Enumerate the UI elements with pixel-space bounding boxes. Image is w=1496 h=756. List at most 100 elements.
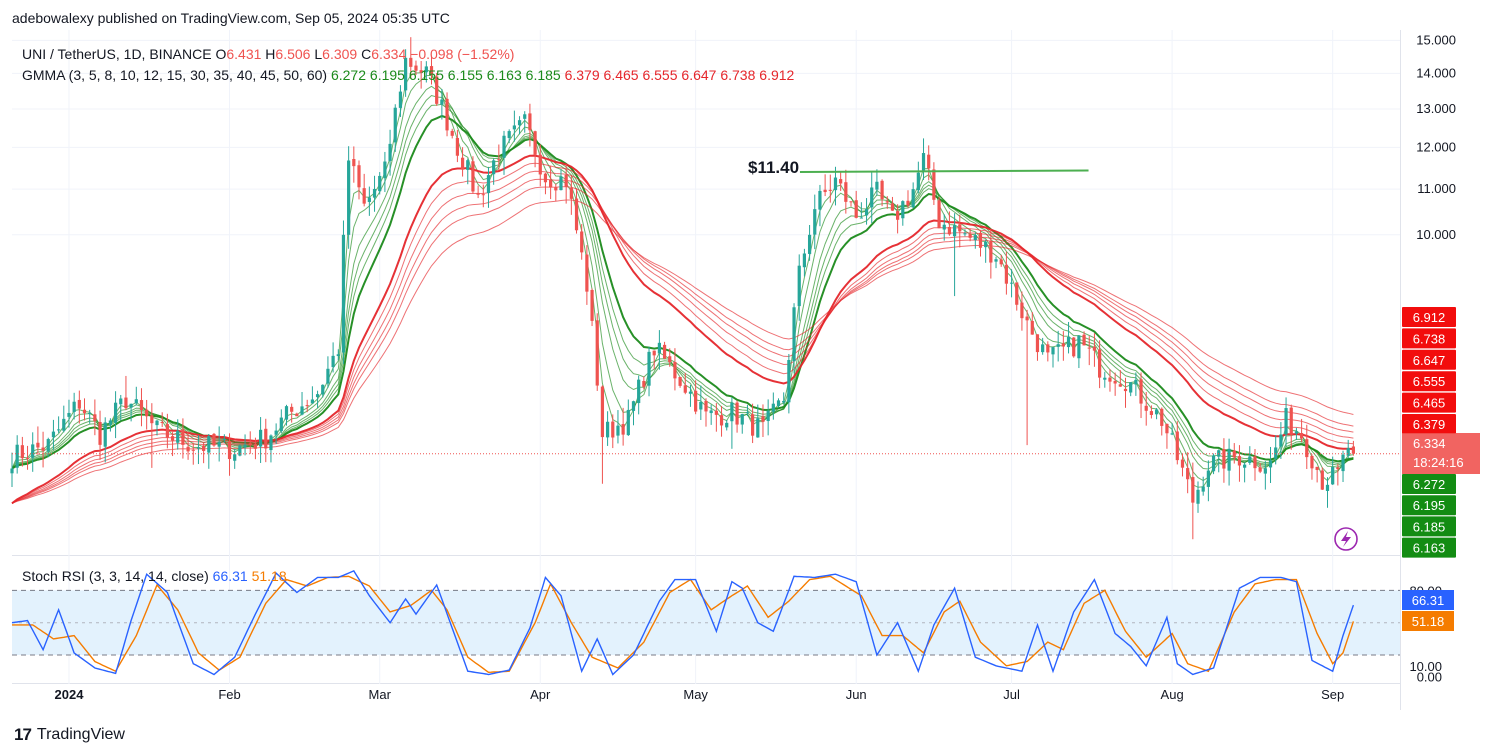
- candle-body: [585, 254, 589, 292]
- gmma-legend-value: 6.912: [759, 67, 794, 83]
- candle-body: [694, 390, 698, 412]
- candle-body: [424, 66, 428, 73]
- candle-body: [1274, 447, 1278, 459]
- candle: [1077, 335, 1081, 369]
- legend-value: 6.431: [226, 46, 265, 62]
- bar-countdown: 18:24:16: [1413, 455, 1464, 470]
- gmma-ribbon: [11, 69, 1354, 505]
- candle: [486, 166, 491, 208]
- candle: [264, 418, 268, 463]
- candle: [1305, 424, 1309, 470]
- candle: [419, 60, 423, 89]
- stoch-legend-value: 51.18: [252, 568, 287, 584]
- price-tag-bg: [1402, 392, 1456, 413]
- candle-body: [989, 240, 993, 263]
- candle-body: [1191, 477, 1195, 503]
- candle-body: [523, 114, 527, 119]
- candle: [476, 185, 480, 199]
- candle: [51, 419, 56, 450]
- price-tag-label: 6.163: [1413, 541, 1446, 556]
- candle-body: [756, 418, 760, 438]
- candle: [678, 376, 682, 388]
- candle: [393, 104, 397, 152]
- candle-body: [730, 402, 734, 422]
- candle: [574, 188, 579, 234]
- candle-body: [657, 342, 661, 354]
- gmma-legend-value: 6.155: [448, 67, 487, 83]
- candle-body: [419, 70, 423, 73]
- candle-body: [155, 420, 159, 426]
- candle-body: [1351, 446, 1355, 454]
- candle: [466, 158, 470, 185]
- published-caption: adebowalexy published on TradingView.com…: [12, 10, 450, 26]
- candle-body: [621, 424, 625, 435]
- candle: [818, 184, 822, 227]
- candle: [300, 392, 304, 416]
- price-tag-ema: 6.163: [1402, 537, 1456, 558]
- candle-body: [813, 209, 817, 235]
- candle: [1186, 452, 1190, 494]
- candle-body: [295, 413, 299, 417]
- candle: [367, 186, 371, 216]
- candle-body: [1165, 423, 1169, 434]
- candle-body: [1279, 434, 1283, 447]
- candle: [761, 404, 765, 438]
- last-price-tag-value: 6.334: [1413, 436, 1446, 451]
- candle: [347, 146, 351, 249]
- candle: [735, 400, 739, 433]
- candle-body: [1030, 320, 1034, 335]
- candle-body: [1284, 408, 1288, 435]
- candle-body: [771, 403, 775, 412]
- candle-body: [279, 417, 283, 432]
- gmma-line-35: [11, 162, 1354, 504]
- candle-body: [1139, 379, 1143, 404]
- candle-body: [341, 234, 346, 353]
- candle: [1046, 341, 1050, 362]
- candle: [378, 172, 382, 195]
- candle: [828, 174, 832, 203]
- candle-body: [637, 379, 641, 404]
- candle-body: [517, 120, 522, 126]
- candle: [839, 171, 843, 191]
- candle-body: [849, 201, 853, 203]
- candle: [460, 147, 465, 177]
- candle: [471, 156, 475, 194]
- price-tag-ema: 6.465: [1402, 392, 1456, 413]
- candle-body: [1113, 380, 1117, 384]
- candle: [88, 409, 92, 424]
- candle-body: [150, 415, 154, 424]
- gmma-line-5: [11, 74, 1354, 482]
- candle: [528, 103, 532, 147]
- candle: [186, 431, 190, 460]
- candle-body: [67, 412, 71, 417]
- candle: [341, 220, 346, 364]
- candle: [435, 72, 439, 106]
- candle-body: [994, 259, 998, 262]
- candle: [771, 392, 775, 420]
- candle: [98, 410, 102, 460]
- candle: [605, 411, 610, 446]
- candle: [1066, 321, 1071, 354]
- candle: [994, 256, 998, 269]
- candle: [113, 391, 118, 439]
- tradingview-logo[interactable]: 17 TradingView: [14, 725, 125, 745]
- candle-body: [1160, 408, 1164, 426]
- candle: [222, 434, 226, 444]
- candle-body: [870, 187, 874, 208]
- candle: [134, 386, 138, 406]
- gmma-legend: GMMA (3, 5, 8, 10, 12, 15, 30, 35, 40, 4…: [22, 67, 795, 83]
- candle: [1351, 440, 1355, 456]
- lightning-icon[interactable]: [1334, 527, 1358, 551]
- candle-body: [243, 444, 247, 448]
- x-tick-label: May: [683, 687, 708, 702]
- candle-body: [818, 190, 822, 210]
- candle: [616, 410, 620, 444]
- candle-body: [471, 161, 475, 192]
- x-tick-label: Mar: [369, 687, 392, 702]
- candle-body: [797, 265, 801, 307]
- candle-body: [1268, 460, 1273, 468]
- candle-body: [942, 224, 946, 230]
- candle: [921, 138, 926, 180]
- candle: [963, 229, 967, 237]
